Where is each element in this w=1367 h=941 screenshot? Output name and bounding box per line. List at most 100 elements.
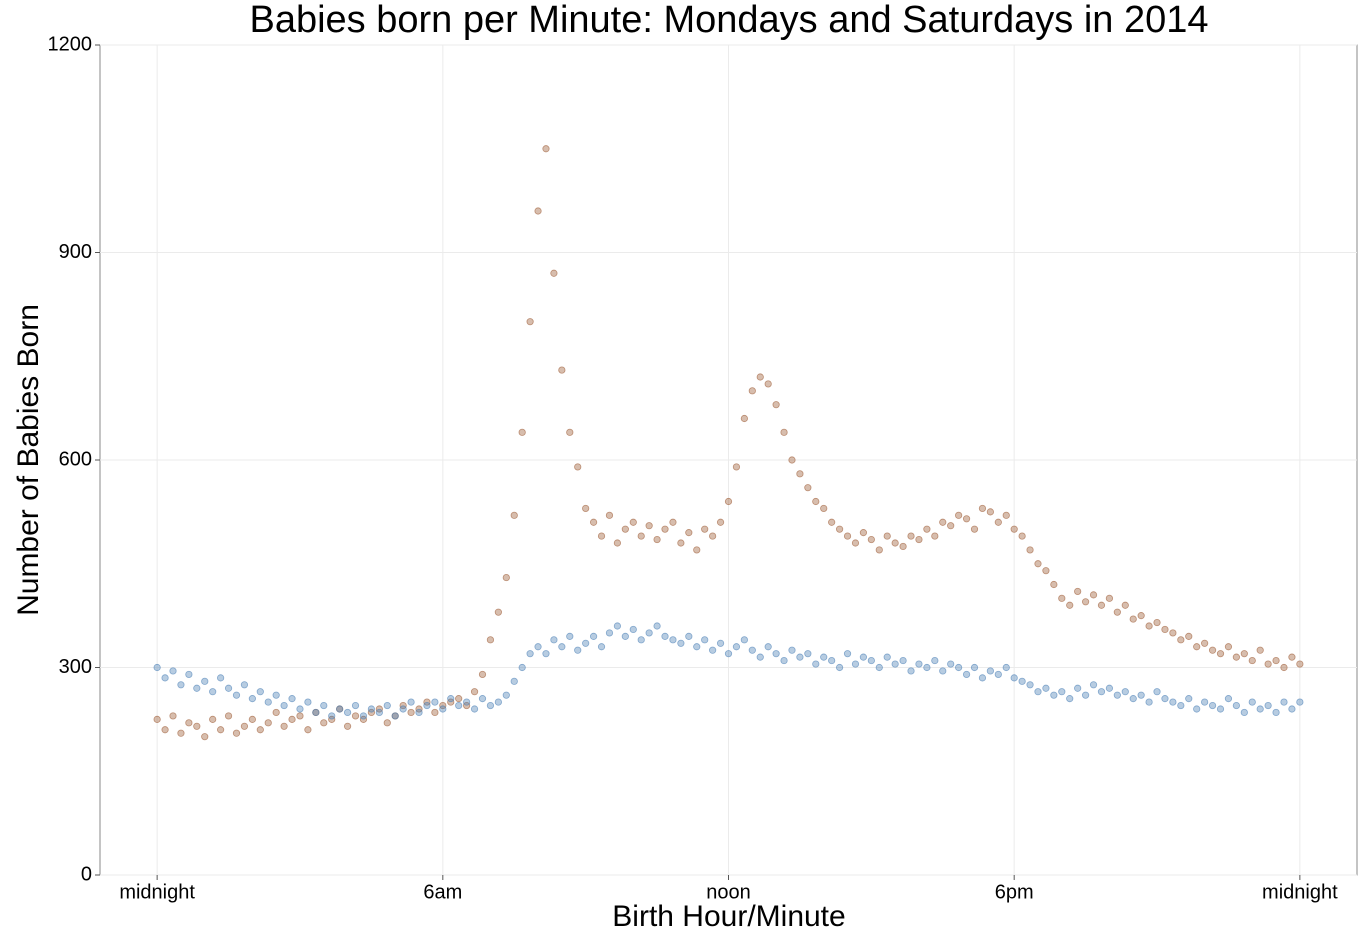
point	[669, 518, 677, 526]
point	[312, 708, 320, 717]
point	[788, 646, 796, 654]
point	[534, 643, 542, 651]
point	[391, 712, 399, 720]
point	[1026, 681, 1034, 689]
point	[843, 650, 852, 658]
point	[1066, 601, 1074, 609]
point	[574, 463, 582, 471]
point	[1169, 698, 1177, 706]
point	[217, 726, 225, 734]
point	[986, 508, 994, 516]
point	[1137, 691, 1145, 699]
point	[1177, 701, 1185, 710]
point	[931, 532, 939, 540]
point	[709, 646, 717, 654]
point	[463, 698, 471, 706]
point	[455, 701, 463, 710]
point	[566, 428, 574, 436]
point	[724, 497, 733, 506]
point	[415, 708, 423, 717]
point	[161, 674, 169, 682]
point	[343, 708, 352, 717]
point	[1145, 698, 1153, 706]
point	[296, 705, 304, 713]
point	[859, 529, 868, 537]
point	[899, 542, 907, 551]
point	[645, 522, 653, 530]
point	[518, 428, 526, 436]
point	[629, 625, 637, 634]
point	[915, 660, 923, 668]
point	[994, 518, 1002, 526]
point	[272, 708, 280, 717]
point	[185, 719, 193, 727]
point	[359, 712, 368, 720]
point	[1280, 698, 1288, 706]
point	[1034, 688, 1042, 696]
point	[478, 670, 487, 679]
point	[1121, 601, 1129, 609]
point	[1240, 708, 1248, 717]
point	[280, 722, 288, 730]
point	[605, 629, 614, 637]
point	[1105, 594, 1114, 602]
point	[685, 529, 693, 537]
point	[891, 660, 899, 668]
point	[1121, 688, 1129, 696]
point	[923, 663, 931, 672]
point	[661, 632, 669, 640]
point	[867, 656, 875, 665]
point	[621, 632, 629, 640]
point	[1113, 608, 1121, 616]
point	[1240, 650, 1248, 658]
point	[1082, 691, 1090, 699]
point	[589, 518, 598, 526]
point	[256, 688, 264, 696]
point	[788, 456, 796, 464]
point	[709, 532, 717, 540]
point	[1050, 691, 1058, 699]
point	[201, 733, 209, 741]
point	[1034, 560, 1042, 568]
point	[320, 701, 328, 710]
point	[637, 532, 645, 540]
point	[1050, 580, 1058, 589]
y-tick-label: 600	[59, 448, 92, 470]
point	[550, 269, 558, 277]
point	[272, 691, 280, 699]
point	[351, 701, 360, 710]
point	[367, 705, 375, 713]
point	[796, 470, 804, 478]
point	[835, 525, 844, 533]
point	[526, 318, 534, 326]
point	[931, 656, 939, 665]
x-tick-label: 6pm	[995, 881, 1034, 903]
point	[542, 650, 550, 658]
point	[169, 712, 177, 720]
point	[566, 632, 574, 640]
point	[407, 698, 415, 706]
y-tick-label: 900	[59, 241, 92, 263]
point	[915, 535, 923, 544]
point	[589, 632, 598, 640]
point	[677, 639, 685, 647]
point	[780, 428, 788, 436]
point	[455, 695, 463, 703]
point	[891, 539, 899, 547]
point	[661, 525, 669, 533]
point	[1145, 622, 1153, 630]
point	[1161, 695, 1169, 703]
point	[1153, 688, 1161, 696]
point	[1074, 587, 1082, 596]
point	[399, 705, 407, 713]
point	[1161, 625, 1169, 634]
point	[859, 653, 868, 661]
point	[1042, 684, 1050, 692]
point	[1264, 660, 1272, 668]
point	[986, 667, 994, 675]
point	[835, 663, 844, 672]
point	[637, 636, 645, 644]
point	[201, 677, 209, 685]
point	[939, 518, 947, 526]
point	[240, 681, 249, 689]
